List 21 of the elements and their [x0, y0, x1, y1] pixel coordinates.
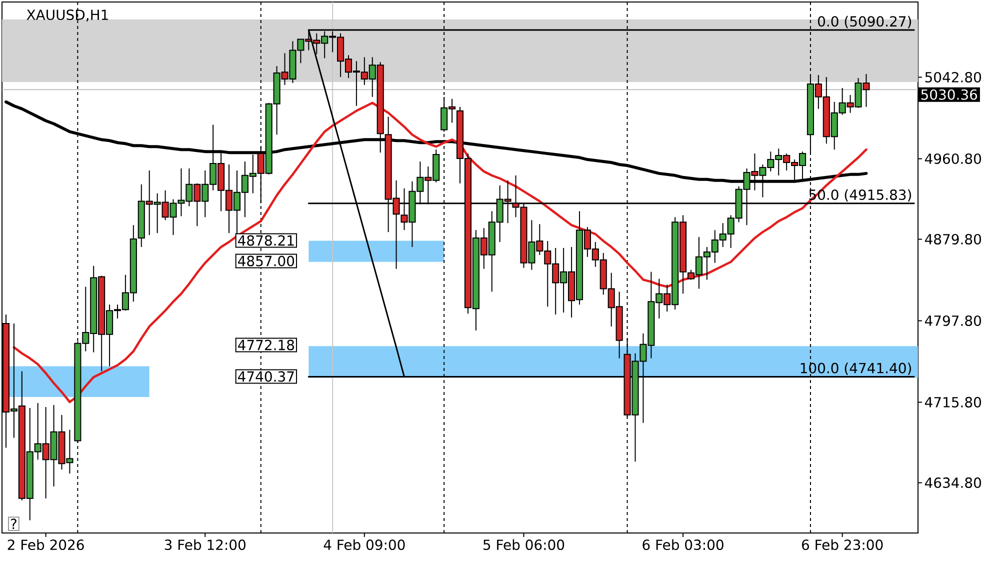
series-label: 100.0 (4741.40)	[800, 362, 912, 375]
y-tick-label: 4960.80	[924, 153, 982, 164]
y-tick-label: 4797.80	[924, 315, 982, 326]
annotation: 4857.00	[238, 256, 294, 266]
annotation: 4740.37	[238, 371, 294, 382]
x-tick-label: 3 Feb 12:00	[164, 539, 246, 550]
annotation: 4878.21	[238, 235, 294, 246]
x-tick-label: 5 Feb 06:00	[483, 539, 564, 550]
x-tick-label: 2 Feb 2026	[8, 539, 84, 550]
x-tick-label: 6 Feb 03:00	[642, 539, 724, 550]
ref-line-label: 5030.36	[921, 89, 978, 100]
annotation: 4772.18	[238, 340, 294, 350]
series-label: 0.0 (5090.27)	[818, 16, 912, 28]
y-tick-label: 5042.80	[925, 72, 982, 82]
annotation: ?	[11, 518, 16, 529]
x-tick-label: 4 Feb 09:00	[324, 539, 405, 550]
y-tick-label: 4634.80	[924, 477, 982, 488]
y-tick-label: 4715.80	[924, 396, 982, 408]
x-tick-label: 6 Feb 23:00	[802, 539, 883, 550]
y-tick-label: 4879.80	[924, 234, 982, 244]
chart-title: XAUUSD,H1	[26, 10, 108, 22]
